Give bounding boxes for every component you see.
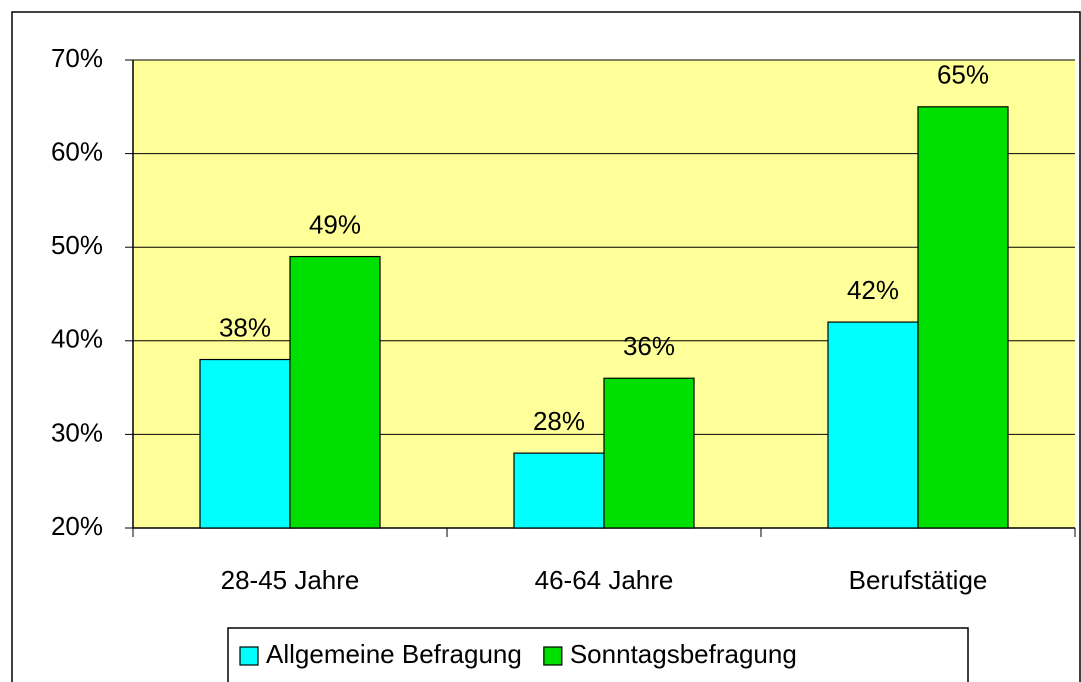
y-tick-label: 70% <box>51 43 103 73</box>
bar <box>289 255 381 529</box>
x-tick-label: 46-64 Jahre <box>535 565 674 595</box>
y-tick-label: 20% <box>51 511 103 541</box>
legend-swatch <box>239 646 259 666</box>
y-tick-label: 50% <box>51 230 103 260</box>
bar <box>199 358 291 529</box>
y-tick-label: 60% <box>51 136 103 166</box>
y-tick-label: 40% <box>51 324 103 354</box>
bar <box>603 377 695 529</box>
bar <box>513 452 605 529</box>
legend-swatch <box>543 646 563 666</box>
y-tick-label: 30% <box>51 417 103 447</box>
legend-box <box>227 627 969 682</box>
legend-label: Allgemeine Befragung <box>266 639 522 669</box>
x-tick-label: Berufstätige <box>849 565 988 595</box>
value-label: 65% <box>937 60 989 90</box>
value-label: 28% <box>533 406 585 436</box>
legend-label: Sonntagsbefragung <box>570 639 797 669</box>
x-tick-label: 28-45 Jahre <box>221 565 360 595</box>
bar <box>917 106 1009 529</box>
value-label: 42% <box>847 275 899 305</box>
value-label: 49% <box>309 209 361 239</box>
value-label: 38% <box>219 312 271 342</box>
value-label: 36% <box>623 331 675 361</box>
bar <box>827 321 919 529</box>
